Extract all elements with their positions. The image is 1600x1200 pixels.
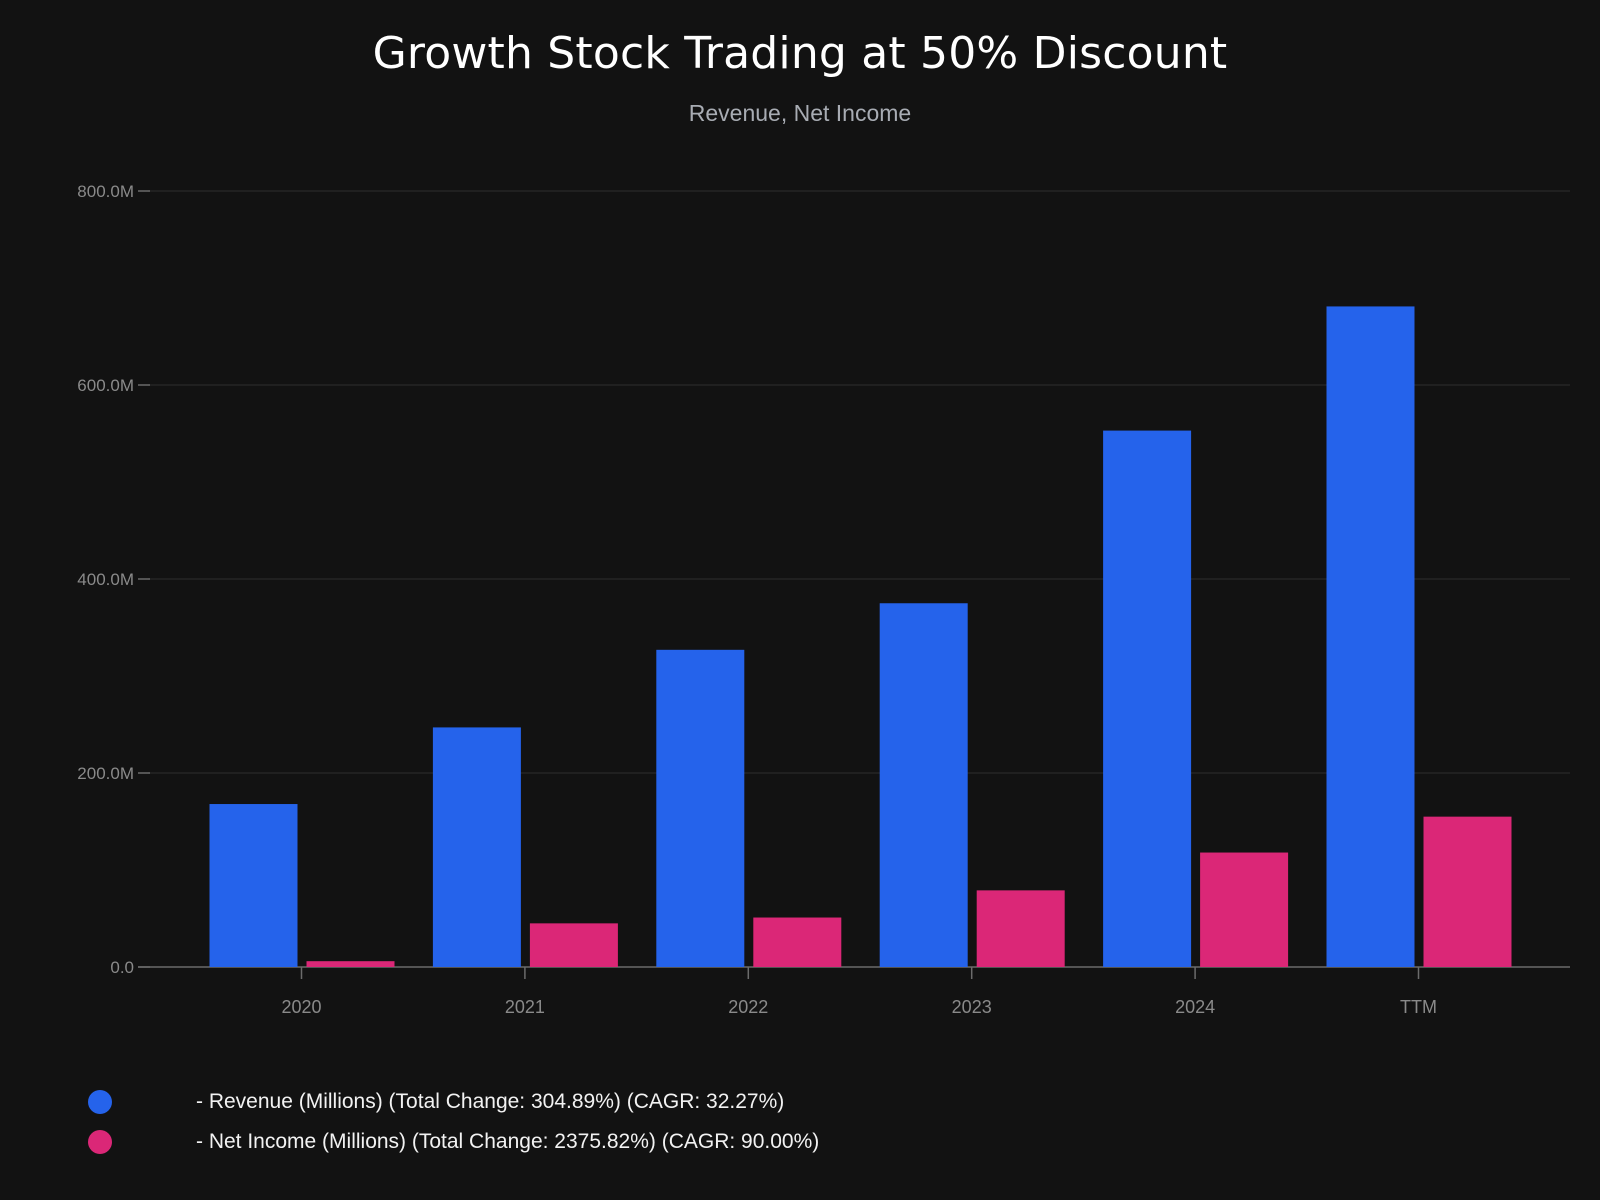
legend-label-net-income: - Net Income (Millions) (Total Change: 2… [196,1130,820,1153]
y-tick-label: 800.0M [77,182,134,201]
chart-legend: - Revenue (Millions) (Total Change: 304.… [88,1082,819,1162]
legend-label-revenue: - Revenue (Millions) (Total Change: 304.… [196,1090,785,1113]
bar-net-income-2021 [529,923,618,967]
bar-revenue-2020 [209,804,298,967]
bar-revenue-2023 [879,603,968,967]
bar-net-income-2020 [306,961,395,967]
x-tick-label: 2022 [728,997,768,1017]
bar-revenue-2021 [432,727,521,967]
legend-item-net-income[interactable]: - Net Income (Millions) (Total Change: 2… [88,1122,819,1162]
x-tick-label: 2023 [952,997,992,1017]
x-tick-label: 2021 [505,997,545,1017]
legend-swatch-revenue [88,1090,112,1114]
legend-swatch-net-income [88,1130,112,1154]
legend-item-revenue[interactable]: - Revenue (Millions) (Total Change: 304.… [88,1082,784,1122]
bar-net-income-ttm [1423,816,1512,967]
bar-net-income-2023 [976,890,1065,967]
x-tick-label: 2020 [281,997,321,1017]
y-tick-label: 400.0M [77,570,134,589]
bar-chart-plot: 0.0 200.0M 400.0M 600.0M 800.0M 2020 2021 2022 2… [77,182,1570,1017]
chart-subtitle: Revenue, Net Income [688,100,912,126]
bar-revenue-2024 [1103,430,1192,968]
bar-revenue-2022 [656,649,745,967]
x-tick-label: TTM [1400,997,1437,1017]
bar-revenue-ttm [1326,306,1415,967]
bar-net-income-2022 [753,917,842,967]
chart-title: Growth Stock Trading at 50% Discount [372,28,1228,79]
y-tick-label: 200.0M [77,764,134,783]
x-tick-label: 2024 [1175,997,1215,1017]
bar-net-income-2024 [1200,852,1289,967]
y-tick-label: 0.0 [110,958,134,977]
y-tick-label: 600.0M [77,376,134,395]
